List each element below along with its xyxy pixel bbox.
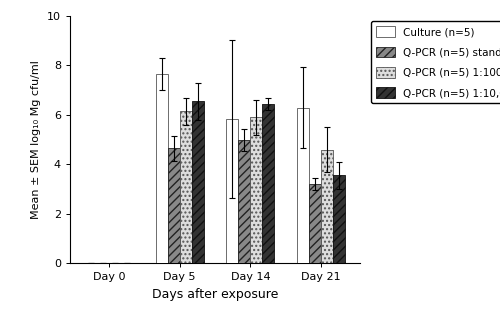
- Bar: [168, 148, 179, 263]
- Bar: [156, 74, 168, 263]
- X-axis label: Days after exposure: Days after exposure: [152, 288, 278, 301]
- Bar: [180, 111, 192, 263]
- Bar: [297, 108, 309, 263]
- Bar: [309, 184, 321, 263]
- Bar: [321, 150, 333, 263]
- Bar: [262, 104, 274, 263]
- Y-axis label: Mean ± SEM log₁₀ Mg cfu/ml: Mean ± SEM log₁₀ Mg cfu/ml: [32, 60, 42, 219]
- Bar: [250, 117, 262, 263]
- Bar: [238, 140, 250, 263]
- Bar: [192, 101, 203, 263]
- Legend: Culture (n=5), Q-PCR (n=5) standard, Q-PCR (n=5) 1:100, Q-PCR (n=5) 1:10,000: Culture (n=5), Q-PCR (n=5) standard, Q-P…: [371, 21, 500, 103]
- Bar: [226, 119, 238, 263]
- Bar: [333, 176, 345, 263]
